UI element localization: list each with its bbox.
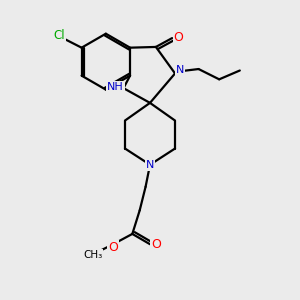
Text: N: N	[146, 160, 154, 170]
Text: O: O	[174, 31, 184, 44]
Text: N: N	[176, 65, 184, 75]
Text: CH₃: CH₃	[83, 250, 102, 260]
Text: O: O	[151, 238, 161, 251]
Text: Cl: Cl	[54, 29, 65, 42]
Text: NH: NH	[107, 82, 124, 92]
Text: O: O	[108, 241, 118, 254]
